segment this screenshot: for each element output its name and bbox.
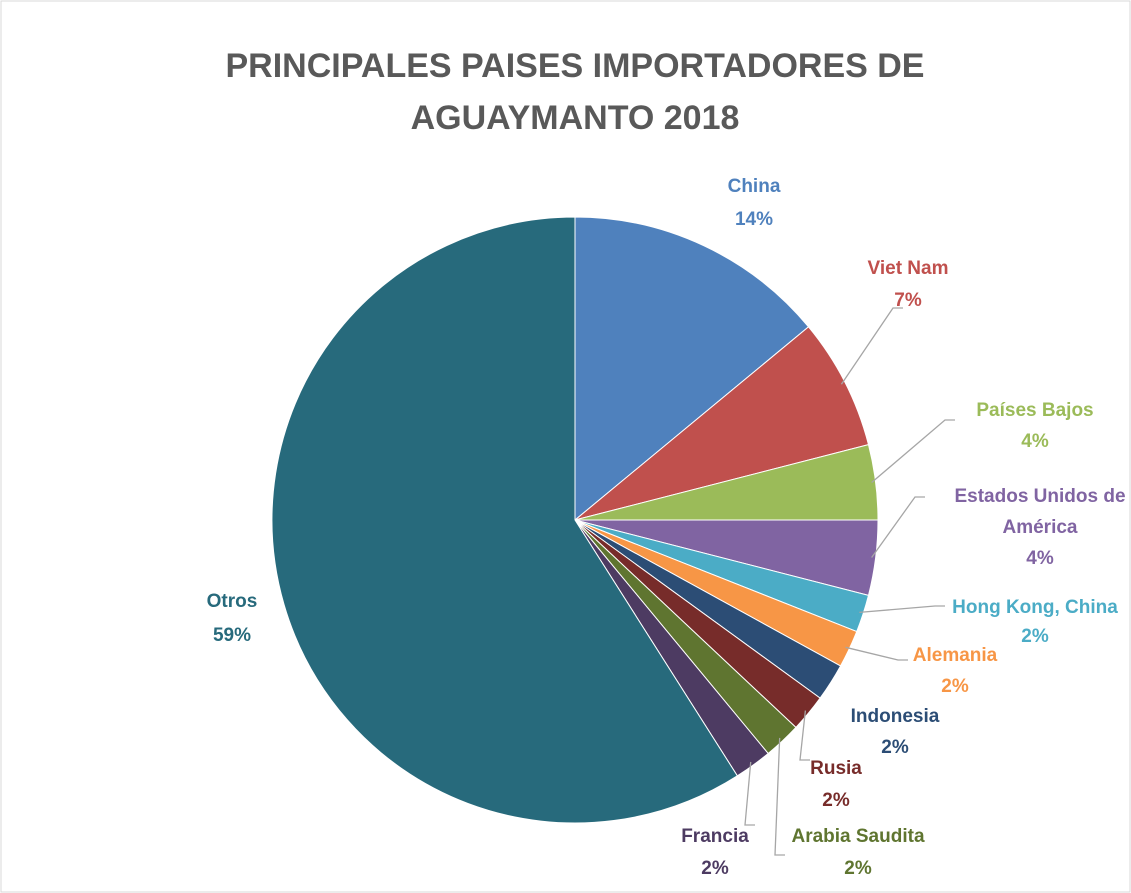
leader-line bbox=[859, 605, 945, 614]
slice-value-label: 14% bbox=[734, 209, 774, 230]
slice-value-label: 59% bbox=[212, 625, 252, 646]
slice-value-label: 2% bbox=[881, 737, 909, 758]
slice-label: Francia bbox=[681, 826, 749, 847]
slice-label: Viet Nam bbox=[867, 258, 949, 279]
slice-label: Otros bbox=[206, 591, 258, 612]
slice-label: Rusia bbox=[810, 758, 862, 779]
slice-label: China bbox=[727, 176, 781, 197]
slice-value-label: 2% bbox=[1021, 626, 1049, 647]
slice-value-label: 2% bbox=[941, 676, 969, 697]
slice-label: Países Bajos bbox=[976, 400, 1094, 421]
pie-slice bbox=[574, 326, 870, 521]
slice-value-label: 7% bbox=[894, 290, 922, 311]
pie-slice bbox=[574, 216, 810, 522]
leader-line bbox=[799, 710, 810, 761]
slice-label: Arabia Saudita bbox=[791, 826, 925, 847]
slice-value-label: 4% bbox=[1021, 431, 1049, 452]
leader-line bbox=[845, 646, 908, 661]
slice-value-label: 2% bbox=[822, 790, 850, 811]
slice-value-label: 2% bbox=[701, 858, 729, 879]
leader-line bbox=[871, 496, 925, 558]
chart-title: PRINCIPALES PAISES IMPORTADORES DE AGUAY… bbox=[225, 47, 925, 137]
slice-value-label: 2% bbox=[844, 858, 872, 879]
slice-value-label: 4% bbox=[1026, 548, 1054, 569]
pie-slice bbox=[271, 216, 739, 824]
slice-label: Hong Kong, China bbox=[952, 597, 1118, 618]
leader-line bbox=[774, 737, 785, 856]
leader-line bbox=[744, 761, 755, 826]
leader-line bbox=[840, 307, 903, 385]
slice-label: Indonesia bbox=[850, 706, 940, 727]
slice-label: Alemania bbox=[912, 645, 998, 666]
leader-line bbox=[871, 419, 955, 484]
slice-label: Estados Unidos de América bbox=[954, 486, 1126, 538]
